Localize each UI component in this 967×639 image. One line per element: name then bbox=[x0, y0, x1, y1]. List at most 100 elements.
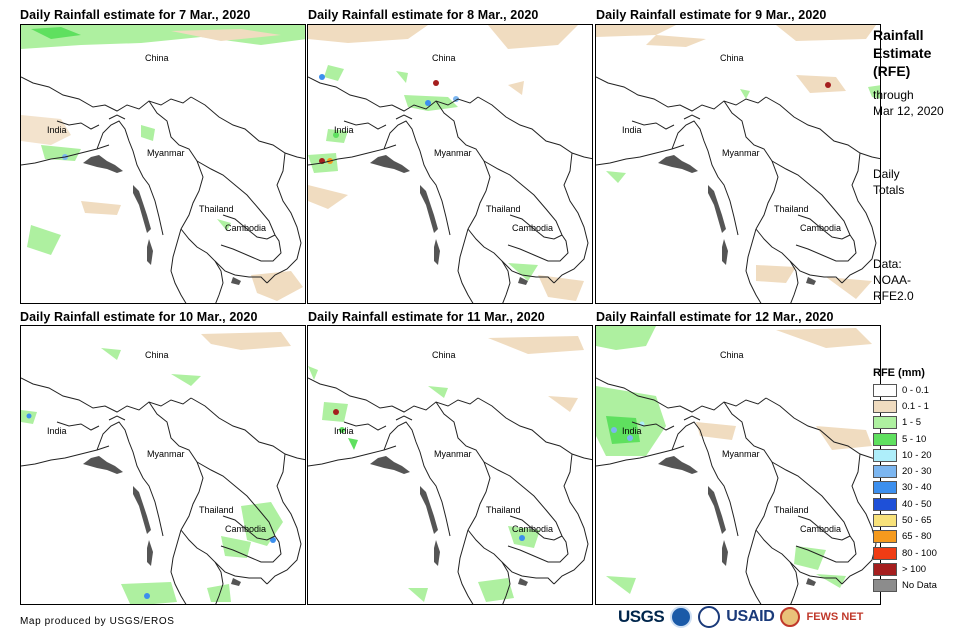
title-line: Estimate bbox=[873, 45, 932, 61]
china-label: China bbox=[720, 350, 744, 360]
myanmar-label: Myanmar bbox=[147, 449, 185, 459]
china-label: China bbox=[720, 53, 744, 63]
legend-item: 0.1 - 1 bbox=[873, 398, 937, 414]
legend-label: 65 - 80 bbox=[902, 531, 932, 543]
fews-net-logo: FEWS NET bbox=[806, 611, 864, 623]
legend-label: 50 - 65 bbox=[902, 515, 932, 527]
myanmar-label: Myanmar bbox=[722, 148, 760, 158]
legend-label: 0.1 - 1 bbox=[902, 400, 929, 412]
rainfall-patches bbox=[308, 25, 584, 301]
cambodia-label: Cambodia bbox=[225, 524, 266, 534]
panel-title-11mar: Daily Rainfall estimate for 11 Mar., 202… bbox=[308, 310, 545, 324]
legend-swatch bbox=[873, 530, 897, 544]
data-label: Data: bbox=[873, 257, 902, 271]
map-credit: Map produced by USGS/EROS bbox=[20, 616, 175, 627]
cambodia-label: Cambodia bbox=[512, 223, 553, 233]
legend-swatch bbox=[873, 448, 897, 462]
legend-swatch bbox=[873, 481, 897, 495]
legend-swatch bbox=[873, 416, 897, 430]
legend-label: 5 - 10 bbox=[902, 433, 927, 445]
totals-text: Totals bbox=[873, 183, 905, 197]
map-labels: China India Myanmar Thailand Cambodia bbox=[622, 350, 841, 534]
legend-label: > 100 bbox=[902, 563, 927, 575]
india-label: India bbox=[47, 426, 67, 436]
legend-swatch bbox=[873, 546, 897, 560]
legend-item: 30 - 40 bbox=[873, 480, 937, 496]
rainfall-patches bbox=[21, 332, 291, 604]
cambodia-label: Cambodia bbox=[512, 524, 553, 534]
noaa-logo bbox=[670, 606, 693, 628]
legend-item: 5 - 10 bbox=[873, 431, 937, 447]
legend-label: No Data bbox=[902, 580, 937, 592]
data-source: Data: NOAA- RFE2.0 bbox=[873, 256, 914, 304]
legend-label: 40 - 50 bbox=[902, 498, 932, 510]
rainfall-map-9mar: China India Myanmar Thailand Cambodia bbox=[595, 24, 881, 304]
panel-title-9mar: Daily Rainfall estimate for 9 Mar., 2020 bbox=[596, 8, 827, 22]
rainfall-map-7mar: China India Myanmar Thailand Cambodia bbox=[20, 24, 306, 304]
logo-strip: USGS USAID FEWS NET bbox=[618, 606, 863, 628]
rainfall-map-10mar: China India Myanmar Thailand Cambodia bbox=[20, 325, 306, 605]
source-line: NOAA- bbox=[873, 273, 912, 287]
cambodia-label: Cambodia bbox=[800, 223, 841, 233]
legend-swatch bbox=[873, 383, 897, 397]
legend-swatch bbox=[873, 562, 897, 576]
legend-item: > 100 bbox=[873, 561, 937, 577]
usaid-logo: USAID bbox=[726, 608, 775, 625]
myanmar-label: Myanmar bbox=[434, 148, 472, 158]
thailand-label: Thailand bbox=[199, 505, 234, 515]
legend-item: 10 - 20 bbox=[873, 447, 937, 463]
india-label: India bbox=[622, 125, 642, 135]
legend-item: No Data bbox=[873, 578, 937, 594]
legend-item: 40 - 50 bbox=[873, 496, 937, 512]
title-line: Rainfall bbox=[873, 27, 924, 43]
rainfall-patches bbox=[21, 25, 305, 301]
china-label: China bbox=[145, 350, 169, 360]
rainfall-patches bbox=[596, 25, 880, 299]
thailand-label: Thailand bbox=[774, 204, 809, 214]
usaid-seal-icon bbox=[698, 606, 721, 628]
date-text: Mar 12, 2020 bbox=[873, 104, 944, 118]
legend-swatch bbox=[873, 497, 897, 511]
legend-swatch bbox=[873, 514, 897, 528]
legend-item: 0 - 0.1 bbox=[873, 382, 937, 398]
india-label: India bbox=[334, 426, 354, 436]
thailand-label: Thailand bbox=[199, 204, 234, 214]
india-label: India bbox=[47, 125, 67, 135]
legend-swatch bbox=[873, 399, 897, 413]
legend-label: 1 - 5 bbox=[902, 417, 922, 429]
map-labels: China India Myanmar Thailand Cambodia bbox=[622, 53, 841, 233]
legend-item: 20 - 30 bbox=[873, 463, 937, 479]
thailand-label: Thailand bbox=[774, 505, 809, 515]
legend-rows: 0 - 0.1 0.1 - 1 1 - 5 5 - 10 10 - 20 20 - 30 3… bbox=[873, 382, 937, 594]
panel-title-12mar: Daily Rainfall estimate for 12 Mar., 202… bbox=[596, 310, 834, 324]
legend-label: 0 - 0.1 bbox=[902, 384, 929, 396]
fews-net-seal-icon bbox=[780, 607, 801, 627]
usgs-logo: USGS bbox=[618, 607, 665, 626]
legend-label: 30 - 40 bbox=[902, 482, 932, 494]
map-labels: China India Myanmar Thailand Cambodia bbox=[47, 350, 266, 534]
daily-text: Daily bbox=[873, 167, 900, 181]
map-title: Rainfall Estimate (RFE) bbox=[873, 26, 931, 80]
through-date: through Mar 12, 2020 bbox=[873, 87, 944, 119]
legend-item: 80 - 100 bbox=[873, 545, 937, 561]
source-line: RFE2.0 bbox=[873, 289, 914, 303]
title-line: (RFE) bbox=[873, 63, 911, 79]
rainfall-map-8mar: China India Myanmar Thailand Cambodia bbox=[307, 24, 593, 304]
myanmar-label: Myanmar bbox=[147, 148, 185, 158]
china-label: China bbox=[145, 53, 169, 63]
thailand-label: Thailand bbox=[486, 505, 521, 515]
cambodia-label: Cambodia bbox=[225, 223, 266, 233]
rainfall-map-12mar: China India Myanmar Thailand Cambodia bbox=[595, 325, 881, 605]
map-labels: China India Myanmar Thailand Cambodia bbox=[47, 53, 266, 233]
china-label: China bbox=[432, 350, 456, 360]
legend: RFE (mm) 0 - 0.1 0.1 - 1 1 - 5 5 - 10 10 - 2… bbox=[873, 367, 937, 594]
daily-totals: Daily Totals bbox=[873, 166, 904, 198]
legend-label: 80 - 100 bbox=[902, 547, 937, 559]
legend-swatch bbox=[873, 432, 897, 446]
rainfall-patches bbox=[308, 336, 584, 602]
cambodia-label: Cambodia bbox=[800, 524, 841, 534]
rainfall-map-11mar: China India Myanmar Thailand Cambodia bbox=[307, 325, 593, 605]
legend-item: 65 - 80 bbox=[873, 529, 937, 545]
india-label: India bbox=[334, 125, 354, 135]
myanmar-label: Myanmar bbox=[722, 449, 760, 459]
